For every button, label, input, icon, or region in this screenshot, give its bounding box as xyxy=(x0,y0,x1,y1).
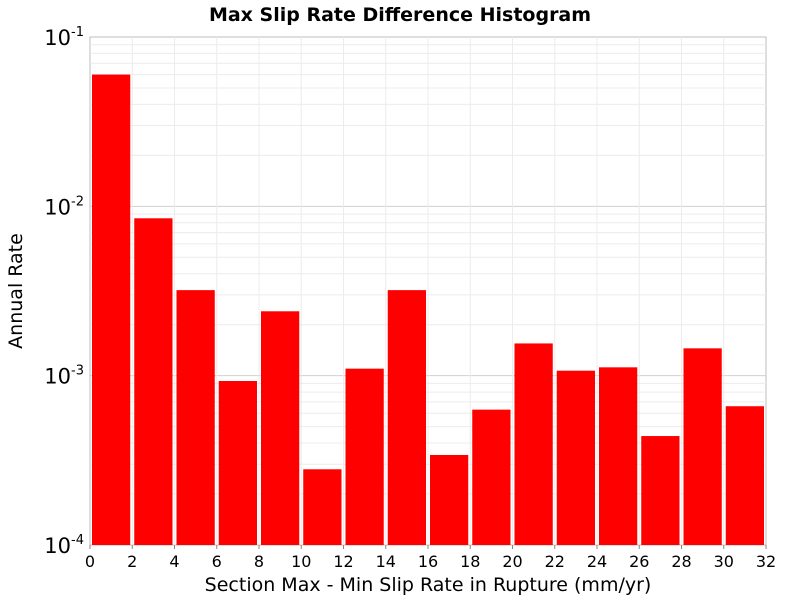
y-axis-label: Annual Rate xyxy=(5,233,27,349)
bar xyxy=(514,343,553,545)
bar xyxy=(472,409,511,545)
y-axis-ticks: 10-1 10-2 10-3 10-4 xyxy=(44,25,84,558)
x-tick-label: 10 xyxy=(291,552,311,571)
bar xyxy=(683,348,722,545)
x-tick-label: 18 xyxy=(460,552,480,571)
chart-title: Max Slip Rate Difference Histogram xyxy=(209,4,591,26)
x-tick-label: 6 xyxy=(212,552,222,571)
bar xyxy=(134,218,173,545)
x-tick-label: 12 xyxy=(333,552,353,571)
x-axis-ticks: 0 2 4 6 8 10 12 14 16 18 20 22 24 26 28 30 32 xyxy=(85,545,776,571)
x-tick-label: 4 xyxy=(169,552,179,571)
x-tick-label: 16 xyxy=(418,552,438,571)
x-axis-label: Section Max - Min Slip Rate in Rupture (… xyxy=(205,574,652,596)
y-tick-label: 10-2 xyxy=(44,194,84,219)
bar xyxy=(641,436,680,545)
bar xyxy=(430,455,469,545)
bar xyxy=(556,370,595,545)
x-tick-label: 0 xyxy=(85,552,95,571)
bar xyxy=(345,368,384,545)
x-tick-label: 24 xyxy=(587,552,607,571)
y-tick-label: 10-4 xyxy=(44,533,84,558)
x-tick-label: 28 xyxy=(671,552,691,571)
y-tick-label: 10-3 xyxy=(44,364,84,389)
x-tick-label: 2 xyxy=(127,552,137,571)
bar xyxy=(303,469,342,545)
x-tick-label: 30 xyxy=(714,552,734,571)
bar xyxy=(725,406,764,545)
bar xyxy=(387,290,426,545)
bar xyxy=(176,290,215,545)
x-tick-label: 26 xyxy=(629,552,649,571)
bar xyxy=(261,311,300,545)
x-tick-label: 22 xyxy=(545,552,565,571)
bar xyxy=(599,367,638,545)
x-tick-label: 8 xyxy=(254,552,264,571)
y-tick-label: 10-1 xyxy=(44,25,84,50)
x-tick-label: 14 xyxy=(376,552,396,571)
bars xyxy=(92,74,764,545)
bar xyxy=(92,74,131,545)
x-tick-label: 32 xyxy=(756,552,776,571)
bar xyxy=(218,381,257,545)
x-tick-label: 20 xyxy=(502,552,522,571)
